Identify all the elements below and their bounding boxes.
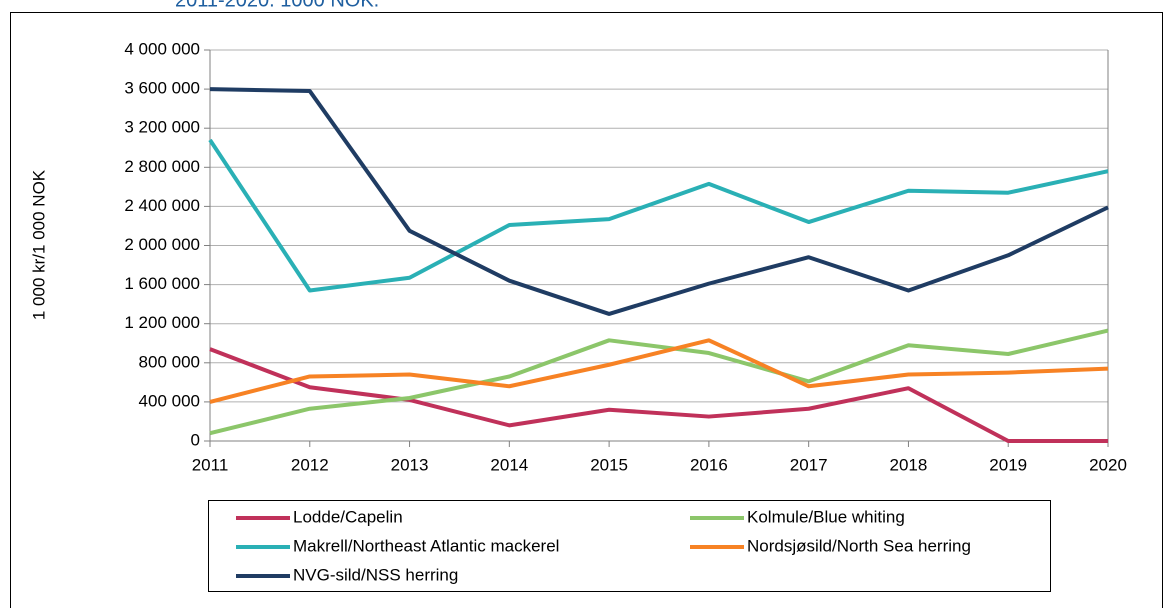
y-tick-label: 3 200 000 <box>124 118 200 137</box>
y-tick-label: 1 600 000 <box>124 274 200 293</box>
legend <box>208 500 1051 592</box>
chart-title: 2011-2020. 1000 NOK. <box>175 0 379 11</box>
y-tick-label: 2 800 000 <box>124 157 200 176</box>
x-tick-label: 2014 <box>490 455 528 474</box>
x-tick-label: 2017 <box>790 455 828 474</box>
x-tick-label: 2013 <box>391 455 429 474</box>
y-tick-label: 2 000 000 <box>124 235 200 254</box>
y-tick-label: 0 <box>191 430 200 449</box>
x-tick-label: 2016 <box>690 455 728 474</box>
series-line <box>209 328 1109 436</box>
y-tick-label: 2 400 000 <box>124 196 200 215</box>
y-tick-label: 800 000 <box>139 352 200 371</box>
y-tick-label: 3 600 000 <box>124 79 200 98</box>
x-tick-label: 2015 <box>590 455 628 474</box>
series-line <box>209 87 1109 316</box>
x-tick-label: 2020 <box>1089 455 1127 474</box>
series-line <box>209 347 1108 443</box>
x-tick-label: 2012 <box>291 455 329 474</box>
y-axis-label: 1 000 kr/1 000 NOK <box>29 169 48 320</box>
x-tick-label: 2019 <box>989 455 1027 474</box>
legend-label: Makrell/Northeast Atlantic mackerel <box>293 536 559 555</box>
legend-label: NVG-sild/NSS herring <box>293 565 458 584</box>
series-line <box>208 138 1109 293</box>
legend-label: Lodde/Capelin <box>293 507 403 526</box>
x-tick-label: 2018 <box>890 455 928 474</box>
y-tick-label: 4 000 000 <box>124 39 200 58</box>
legend-label: Kolmule/Blue whiting <box>747 507 905 526</box>
chart-frame <box>10 12 1163 608</box>
y-tick-label: 400 000 <box>139 391 200 410</box>
series-line <box>209 338 1109 404</box>
x-tick-label: 2011 <box>192 455 229 474</box>
legend-label: Nordsjøsild/North Sea herring <box>747 536 971 555</box>
y-tick-label: 1 200 000 <box>124 313 200 332</box>
